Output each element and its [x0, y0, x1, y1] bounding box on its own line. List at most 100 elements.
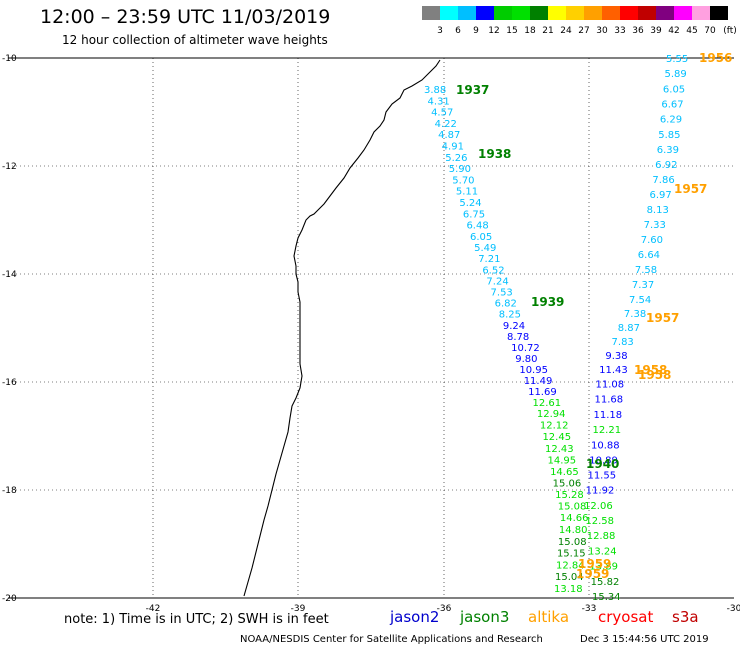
footer-credit: NOAA/NESDIS Center for Satellite Applica…: [240, 634, 543, 645]
wave-height-value: 6.05: [470, 232, 492, 243]
legend-tick: 39: [650, 26, 662, 36]
wave-height-value: 7.38: [624, 309, 646, 320]
legend-swatch: [512, 6, 530, 20]
legend-tick: 21: [542, 26, 554, 36]
legend-tick: 18: [524, 26, 536, 36]
satellite-name-s3a: s3a: [672, 608, 699, 626]
descending-track: 3.884.314.574.224.874.915.265.905.705.11…: [424, 85, 589, 595]
legend-swatch: [656, 6, 674, 20]
wave-height-value: 5.90: [449, 164, 471, 175]
satellite-name-cryosat: cryosat: [598, 608, 654, 626]
wave-height-value: 14.80: [559, 525, 588, 536]
wave-height-value: 12.12: [540, 421, 569, 432]
lat-label: -18: [2, 486, 17, 496]
wave-height-value: 6.52: [482, 265, 504, 276]
legend-tick: 15: [506, 26, 518, 36]
wave-height-value: 4.22: [435, 119, 457, 130]
lat-label: -12: [2, 162, 17, 172]
legend-tick: 33: [614, 26, 626, 36]
wave-height-value: 6.48: [466, 221, 488, 232]
legend-swatch: [494, 6, 512, 20]
cycle-label: 1957: [646, 311, 679, 325]
lat-label: -16: [2, 378, 17, 388]
legend-swatch: [602, 6, 620, 20]
wave-height-value: 5.49: [474, 243, 496, 254]
wave-height-value: 12.84: [556, 560, 585, 571]
wave-height-value: 10.89: [589, 455, 618, 466]
cycle-label: 1956: [699, 51, 732, 65]
wave-height-value: 9.80: [515, 354, 537, 365]
legend-swatch: [692, 6, 710, 20]
lat-label: -14: [2, 270, 17, 280]
lon-label: -33: [582, 604, 597, 614]
wave-height-value: 6.39: [657, 145, 679, 156]
wave-height-value: 5.26: [445, 153, 467, 164]
legend-swatch: [566, 6, 584, 20]
wave-height-value: 11.69: [528, 387, 557, 398]
wave-height-value: 12.43: [545, 444, 574, 455]
wave-height-value: 6.67: [661, 100, 683, 111]
wave-height-value: 12.58: [585, 516, 614, 527]
legend-tick: 42: [668, 26, 680, 36]
legend-tick: 24: [560, 26, 572, 36]
cycle-label: 1940: [586, 457, 619, 471]
legend-swatch: [674, 6, 692, 20]
wave-height-value: 11.68: [594, 395, 623, 406]
wave-height-value: 15.15: [557, 549, 586, 560]
legend-swatch: [620, 6, 638, 20]
wave-height-value: 6.29: [660, 115, 682, 126]
wave-height-value: 5.85: [658, 130, 680, 141]
wave-height-value: 6.64: [638, 250, 660, 261]
cycle-label: 1958: [634, 363, 667, 377]
lon-label: -36: [437, 604, 452, 614]
wave-height-value: 13.24: [588, 546, 617, 557]
legend-swatch: [638, 6, 656, 20]
wave-height-value: 14.95: [548, 455, 577, 466]
wave-height-value: 8.87: [618, 323, 640, 334]
satellite-name-jason2: jason2: [390, 608, 440, 626]
legend-tick: 27: [578, 26, 590, 36]
wave-height-value: 5.11: [456, 187, 478, 198]
wave-height-value: 4.31: [428, 96, 450, 107]
wave-height-value: 6.97: [649, 190, 671, 201]
wave-height-value: 9.38: [605, 351, 627, 362]
cycle-label: 1939: [531, 295, 564, 309]
lon-label: -30: [727, 604, 740, 614]
wave-height-value: 9.24: [503, 321, 525, 332]
map-subtitle: 12 hour collection of altimeter wave hei…: [62, 33, 328, 47]
legend-swatch: [530, 6, 548, 20]
wave-height-value: 15.28: [555, 490, 584, 501]
legend-swatch: [422, 6, 440, 20]
wave-height-value: 8.25: [499, 310, 521, 321]
coastline: [243, 59, 441, 597]
wave-height-value: 15.08: [558, 537, 587, 548]
legend-swatch: [584, 6, 602, 20]
wave-height-value: 7.86: [652, 175, 674, 186]
cycle-label: 1959: [576, 567, 609, 581]
wave-height-value: 11.08: [596, 379, 625, 390]
wave-height-value: 13.18: [554, 584, 583, 595]
wave-height-value: 11.18: [593, 410, 622, 421]
wave-height-value: 7.60: [641, 235, 663, 246]
wave-height-value: 13.89: [589, 562, 618, 573]
lat-label: -20: [2, 594, 17, 604]
wave-height-value: 4.87: [438, 130, 460, 141]
legend-swatch: [458, 6, 476, 20]
wave-height-value: 14.65: [550, 467, 579, 478]
map-title: 12:00 – 23:59 UTC 11/03/2019: [40, 6, 331, 28]
legend-tick: 3: [437, 26, 443, 36]
legend-swatch: [548, 6, 566, 20]
wave-height-value: 4.57: [431, 108, 453, 119]
cycle-label: 1958: [638, 368, 671, 382]
wave-height-value: 15.08: [558, 502, 587, 513]
cycle-labels-a: 1937 1938 1939 1940: [456, 83, 619, 471]
cycle-label: 1959: [578, 557, 611, 571]
legend-swatch: [440, 6, 458, 20]
wave-height-value: 7.54: [629, 295, 651, 306]
ascending-track: 5.55 5.89 6.05 6.67 6.29 5.85 6.39 6.92 7.86 6.97…: [584, 54, 688, 603]
wave-height-value: 12.21: [592, 425, 621, 436]
wave-height-value: 12.88: [587, 531, 616, 542]
wave-height-value: 12.61: [532, 398, 561, 409]
wave-height-value: 3.88: [424, 85, 446, 96]
